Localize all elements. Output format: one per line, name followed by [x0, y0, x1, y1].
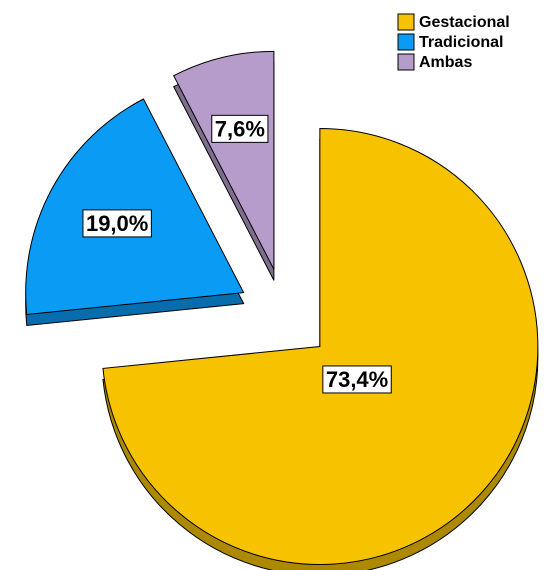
data-label-group: 73,4%: [322, 365, 392, 394]
data-label: 19,0%: [86, 211, 148, 236]
data-label-box: [82, 209, 152, 238]
data-label-group: 7,6%: [211, 114, 269, 143]
data-label: 7,6%: [215, 116, 265, 141]
slice: [25, 98, 245, 316]
slice: [173, 50, 275, 270]
legend-swatch: [397, 53, 415, 71]
legend-label: Ambas: [419, 54, 472, 71]
data-label-box: [322, 365, 392, 394]
data-label: 73,4%: [326, 367, 388, 392]
legend-label: Gestacional: [419, 14, 510, 31]
legend-swatch: [397, 13, 415, 31]
slice: [102, 128, 539, 566]
data-label-group: 19,0%: [82, 209, 152, 238]
legend-label: Tradicional: [419, 34, 503, 51]
legend-swatch: [397, 33, 415, 51]
data-label-box: [211, 114, 269, 143]
